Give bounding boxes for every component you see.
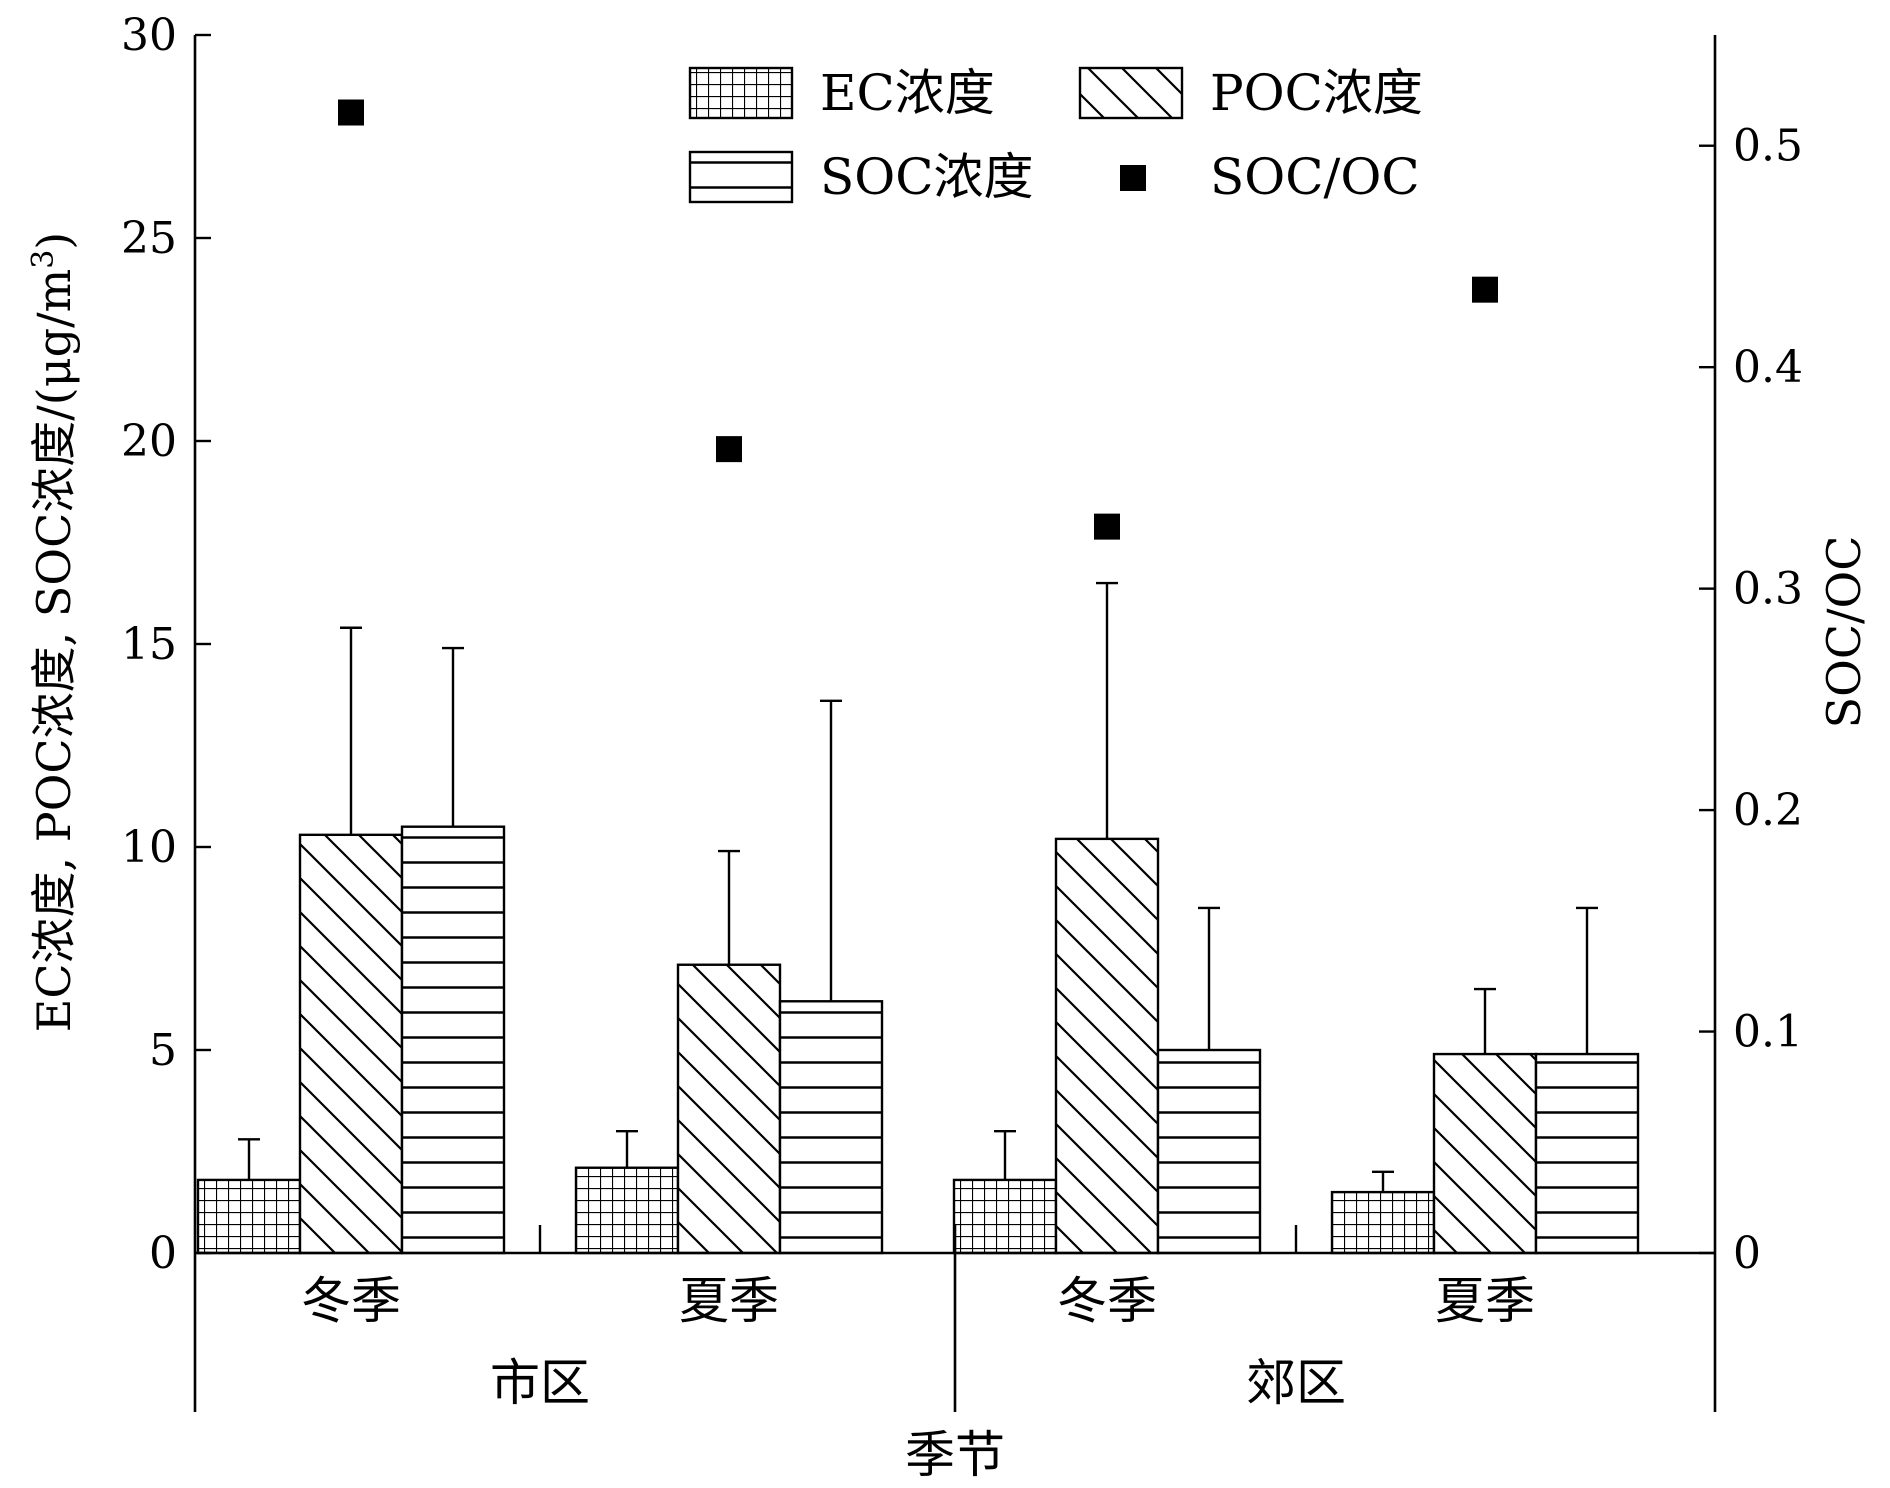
- scatter-point-3: [1472, 276, 1498, 303]
- y2-tick-label-5: 0.5: [1733, 121, 1803, 172]
- y-tick-label-3: 15: [121, 619, 177, 670]
- legend-label-0: EC浓度: [820, 64, 995, 122]
- category-label-2: 冬季: [1057, 1272, 1157, 1330]
- bar-diagonal-1: [676, 963, 782, 1255]
- legend-label-2: SOC浓度: [820, 148, 1034, 206]
- y2-tick-label-4: 0.4: [1733, 342, 1803, 393]
- y2-tick-label-1: 0.1: [1733, 1007, 1803, 1058]
- bar-horizontal-1: [778, 1000, 884, 1255]
- bar-grid-3: [1330, 1190, 1436, 1255]
- y-axis-title-close: ): [27, 232, 81, 250]
- y-tick-label-5: 25: [121, 213, 177, 264]
- category-label-3: 夏季: [1435, 1272, 1535, 1330]
- bar-diagonal-2: [1054, 837, 1160, 1255]
- legend: EC浓度 POC浓度 SOC浓度 SOC/OC: [688, 64, 1423, 206]
- legend-swatch-0: [688, 66, 794, 120]
- legend-marker-3: [1120, 165, 1146, 191]
- bar-horizontal-2: [1156, 1048, 1262, 1255]
- category-label-1: 夏季: [679, 1272, 779, 1330]
- bar-horizontal-0: [400, 825, 506, 1255]
- y-tick-label-0: 0: [149, 1228, 177, 1279]
- y-tick-label-1: 5: [149, 1025, 177, 1076]
- legend-swatch-2: [688, 150, 794, 204]
- right-axis-title: SOC/OC: [1817, 536, 1871, 729]
- y-tick-label-6: 30: [121, 10, 177, 61]
- bar-horizontal-3: [1534, 1052, 1640, 1255]
- y2-tick-label-3: 0.3: [1733, 564, 1803, 615]
- bar-grid-0: [196, 1178, 302, 1255]
- bar-grid-2: [952, 1178, 1058, 1255]
- group-label-0: 市区: [490, 1354, 590, 1412]
- y-axis-title: EC浓度, POC浓度, SOC浓度/(μg/m3): [26, 232, 82, 1033]
- y-axis-title-main: EC浓度, POC浓度, SOC浓度/(μg/m: [27, 269, 81, 1032]
- y2-tick-label-0: 0: [1733, 1228, 1761, 1279]
- bar-diagonal-0: [298, 833, 404, 1255]
- bar-diagonal-3: [1432, 1052, 1538, 1255]
- y-tick-label-2: 10: [121, 822, 177, 873]
- scatter-point-2: [1094, 513, 1120, 540]
- legend-label-3: SOC/OC: [1210, 148, 1420, 206]
- y-axis-title-sup: 3: [26, 250, 61, 269]
- category-label-0: 冬季: [301, 1272, 401, 1330]
- group-label-1: 郊区: [1246, 1354, 1346, 1412]
- scatter-point-1: [716, 436, 742, 463]
- legend-swatch-1: [1078, 66, 1184, 120]
- y-tick-label-4: 20: [121, 416, 177, 467]
- x-axis-title: 季节: [905, 1426, 1005, 1484]
- bar-grid-1: [574, 1166, 680, 1255]
- legend-label-1: POC浓度: [1210, 64, 1423, 122]
- scatter-point-0: [338, 99, 364, 126]
- y2-tick-label-2: 0.2: [1733, 785, 1803, 836]
